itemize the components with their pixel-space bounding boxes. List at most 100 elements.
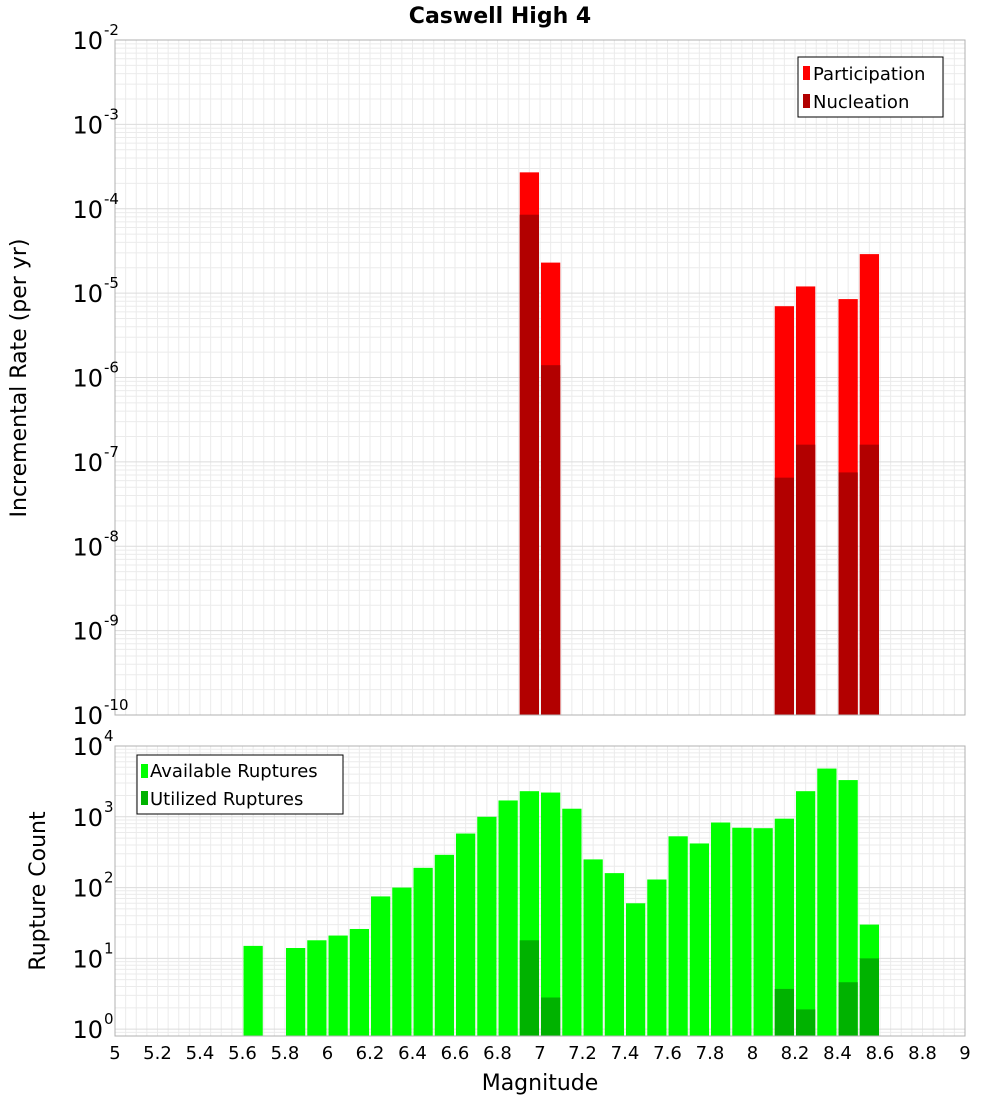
bottom-utilized-ruptures-bar (774, 988, 794, 1036)
x-tick-label: 6.4 (398, 1043, 427, 1064)
y-tick-label: 10 (72, 945, 103, 973)
x-tick-label: 5 (109, 1043, 120, 1064)
top-nucleation-bar (774, 477, 794, 715)
bottom-available-ruptures-bar (753, 828, 773, 1036)
bottom-available-ruptures-bar (541, 792, 561, 1036)
x-tick-label: 9 (959, 1043, 970, 1064)
x-tick-label: 5.8 (271, 1043, 300, 1064)
chart-title: Caswell High 4 (409, 4, 591, 29)
bottom-utilized-ruptures-bar (519, 940, 539, 1036)
top-nucleation-bar (796, 444, 816, 715)
top-y-axis-title: Incremental Rate (per yr) (7, 239, 32, 518)
y-tick-exponent: 4 (104, 727, 114, 745)
bottom-available-ruptures-bar (349, 928, 369, 1036)
legend-available-swatch (141, 764, 148, 778)
bottom-available-ruptures-bar (562, 808, 582, 1036)
x-tick-label: 6.8 (483, 1043, 512, 1064)
x-tick-label: 5.2 (143, 1043, 172, 1064)
y-tick-label: 10 (72, 618, 103, 646)
x-tick-label: 6.6 (441, 1043, 470, 1064)
legend-participation-swatch (803, 66, 810, 80)
y-tick-label: 10 (72, 875, 103, 903)
bottom-bars (243, 768, 879, 1036)
bottom-utilized-ruptures-bar (796, 1009, 816, 1036)
bottom-utilized-ruptures-bar (859, 958, 879, 1036)
x-tick-label: 5.4 (186, 1043, 215, 1064)
y-tick-label: 10 (72, 449, 103, 477)
y-tick-exponent: -2 (104, 21, 119, 39)
bottom-available-ruptures-bar (732, 827, 752, 1036)
legend-participation-label: Participation (813, 64, 925, 85)
top-nucleation-bar (859, 444, 879, 715)
y-tick-exponent: -6 (104, 359, 119, 377)
x-tick-label: 8.6 (866, 1043, 895, 1064)
y-tick-label: 10 (72, 804, 103, 832)
bottom-available-ruptures-bar (413, 867, 433, 1036)
x-tick-label: 8 (747, 1043, 758, 1064)
top-nucleation-bar (838, 472, 858, 715)
y-tick-label: 10 (72, 1016, 103, 1044)
top-bars (519, 172, 879, 716)
top-nucleation-bar (519, 214, 539, 716)
x-tick-label: 7.8 (696, 1043, 725, 1064)
bottom-available-ruptures-bar (689, 843, 709, 1036)
bottom-available-ruptures-bar (434, 854, 454, 1036)
y-tick-label: 10 (72, 365, 103, 393)
y-tick-exponent: -5 (104, 274, 119, 292)
bottom-available-ruptures-bar (647, 879, 667, 1036)
bottom-available-ruptures-bar (604, 873, 624, 1036)
y-tick-label: 10 (72, 111, 103, 139)
bottom-available-ruptures-bar (796, 791, 816, 1036)
bottom-available-ruptures-bar (477, 816, 497, 1036)
x-tick-label: 6 (322, 1043, 333, 1064)
top-y-ticks: 10-210-310-410-510-610-710-810-910-10 (72, 21, 128, 730)
legend-available-label: Available Ruptures (150, 761, 318, 782)
legend-utilized-label: Utilized Ruptures (150, 789, 303, 810)
bottom-available-ruptures-bar (307, 940, 327, 1036)
y-tick-label: 10 (72, 280, 103, 308)
y-tick-exponent: -4 (104, 190, 119, 208)
bottom-available-ruptures-bar (498, 800, 518, 1036)
bottom-available-ruptures-bar (838, 780, 858, 1036)
bottom-utilized-ruptures-bar (541, 997, 561, 1036)
bottom-available-ruptures-bar (583, 859, 603, 1036)
bottom-legend-box (136, 754, 344, 815)
y-tick-exponent: 2 (104, 869, 114, 887)
x-tick-label: 8.4 (823, 1043, 852, 1064)
top-gridlines (114, 40, 966, 716)
bottom-utilized-ruptures-bar (838, 982, 858, 1036)
y-tick-label: 10 (72, 533, 103, 561)
bottom-available-ruptures-bar (817, 768, 837, 1036)
bottom-available-ruptures-bar (328, 935, 348, 1036)
y-tick-label: 10 (72, 702, 103, 730)
bottom-available-ruptures-bar (243, 945, 263, 1036)
bottom-available-ruptures-bar (774, 818, 794, 1036)
y-tick-label: 10 (72, 196, 103, 224)
bottom-y-axis-title: Rupture Count (26, 811, 51, 971)
bottom-available-ruptures-bar (668, 836, 688, 1036)
top-legend: Participation Nucleation (797, 56, 944, 118)
x-tick-label: 7.4 (611, 1043, 640, 1064)
y-tick-exponent: 0 (104, 1010, 114, 1028)
y-tick-label: 10 (72, 733, 103, 761)
x-tick-label: 8.8 (908, 1043, 937, 1064)
legend-nucleation-swatch (803, 94, 810, 108)
x-tick-label: 6.2 (356, 1043, 385, 1064)
x-tick-label: 8.2 (781, 1043, 810, 1064)
y-tick-label: 10 (72, 27, 103, 55)
bottom-available-ruptures-bar (456, 833, 476, 1036)
bottom-available-ruptures-bar (392, 887, 412, 1036)
x-tick-label: 5.6 (228, 1043, 257, 1064)
y-tick-exponent: 3 (104, 798, 114, 816)
bottom-available-ruptures-bar (711, 822, 731, 1036)
y-tick-exponent: -10 (104, 696, 129, 714)
x-axis-title: Magnitude (482, 1071, 599, 1096)
y-tick-exponent: 1 (104, 939, 114, 957)
top-plot-panel: 10-210-310-410-510-610-710-810-910-10 In… (7, 21, 966, 730)
top-plot-border (114, 39, 966, 716)
x-tick-label: 7.6 (653, 1043, 682, 1064)
y-tick-exponent: -7 (104, 443, 119, 461)
